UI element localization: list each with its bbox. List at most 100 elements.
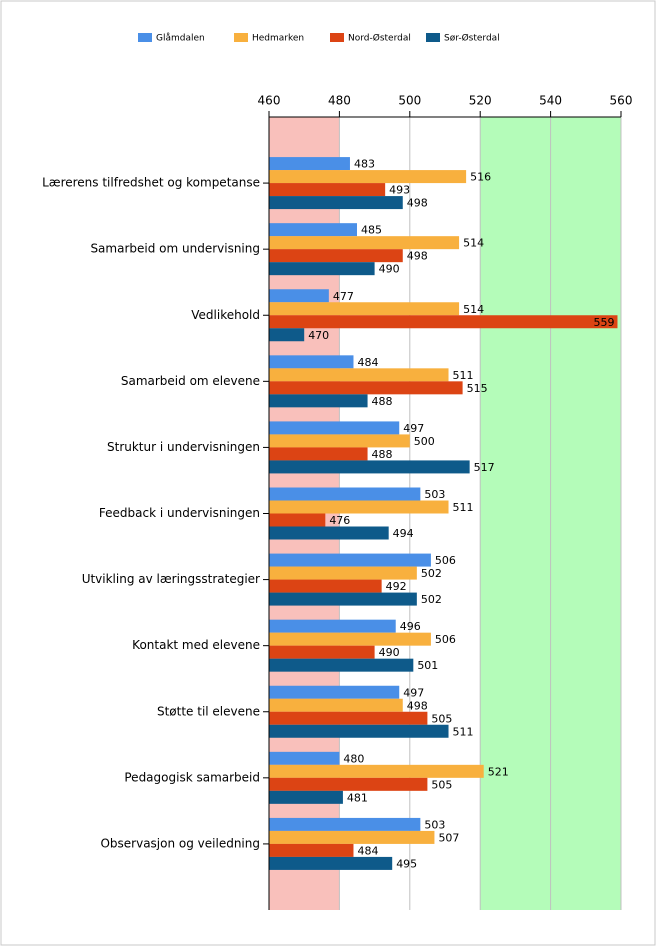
bar <box>269 566 417 580</box>
value-label: 501 <box>417 659 438 672</box>
x-tick-label: 520 <box>469 94 492 108</box>
legend-label: Nord-Østerdal <box>348 33 411 44</box>
bar <box>269 487 421 501</box>
bar <box>269 777 428 791</box>
value-label: 514 <box>463 237 484 250</box>
x-tick-label: 500 <box>398 94 421 108</box>
value-label: 485 <box>361 224 382 237</box>
value-label: 521 <box>488 765 509 778</box>
value-label: 484 <box>357 844 378 857</box>
x-tick-label: 480 <box>328 94 351 108</box>
bar <box>269 262 375 276</box>
value-label: 497 <box>403 422 424 435</box>
bar <box>269 289 329 303</box>
value-label: 514 <box>463 303 484 316</box>
value-label: 498 <box>407 699 428 712</box>
y-tick-label: Pedagogisk samarbeid <box>124 770 260 784</box>
bar <box>269 434 410 448</box>
y-tick-label: Lærerens tilfredshet og kompetanse <box>42 176 260 190</box>
value-label: 517 <box>474 461 495 474</box>
value-label: 493 <box>389 184 410 197</box>
value-label: 477 <box>333 290 354 303</box>
bar <box>269 645 375 659</box>
bar <box>269 553 431 567</box>
bar <box>269 592 417 606</box>
legend-label: Hedmarken <box>252 34 304 44</box>
value-label: 498 <box>407 197 428 210</box>
value-label: 505 <box>431 778 452 791</box>
value-label: 488 <box>372 448 393 461</box>
bar <box>269 632 431 646</box>
y-tick-label: Samarbeid om undervisning <box>90 242 260 256</box>
bar <box>269 394 368 408</box>
bar <box>269 658 414 672</box>
bar <box>269 764 484 778</box>
legend-swatch <box>234 33 248 42</box>
value-label: 502 <box>421 567 442 580</box>
value-label: 480 <box>343 752 364 765</box>
value-label: 498 <box>407 250 428 263</box>
value-label: 515 <box>467 382 488 395</box>
value-label: 488 <box>372 395 393 408</box>
bar <box>269 500 449 514</box>
y-tick-label: Kontakt med elevene <box>132 638 260 652</box>
bar <box>269 157 350 171</box>
bar <box>269 421 400 435</box>
value-label: 503 <box>424 818 445 831</box>
bar <box>269 579 382 593</box>
value-label: 503 <box>424 488 445 501</box>
bar <box>269 724 449 738</box>
bar <box>269 751 340 765</box>
legend-label: Glåmdalen <box>156 33 205 44</box>
value-label: 490 <box>379 263 400 276</box>
x-tick-label: 460 <box>258 94 281 108</box>
value-label: 496 <box>400 620 421 633</box>
value-label: 492 <box>386 580 407 593</box>
bar <box>269 368 449 382</box>
value-label: 507 <box>438 831 459 844</box>
bar <box>269 447 368 461</box>
bar <box>269 856 393 870</box>
value-label: 490 <box>379 646 400 659</box>
value-label: 476 <box>329 514 350 527</box>
bar <box>269 170 467 184</box>
legend-swatch <box>330 33 344 42</box>
value-label: 483 <box>354 158 375 171</box>
bar <box>269 196 403 210</box>
bar <box>269 183 386 197</box>
value-label: 511 <box>453 725 474 738</box>
value-label: 470 <box>308 329 329 342</box>
bar <box>269 830 435 844</box>
y-tick-label: Observasjon og veiledning <box>100 836 260 850</box>
bar <box>269 460 470 474</box>
y-tick-label: Utvikling av læringsstrategier <box>82 572 260 586</box>
value-label: 481 <box>347 791 368 804</box>
bar <box>269 236 460 250</box>
bar <box>269 698 403 712</box>
bar <box>269 223 357 237</box>
bar <box>269 619 396 633</box>
x-tick-label: 560 <box>610 94 633 108</box>
legend-label: Sør-Østerdal <box>444 33 500 44</box>
y-tick-label: Feedback i undervisningen <box>99 506 260 520</box>
bar <box>269 790 343 804</box>
x-tick-label: 540 <box>539 94 562 108</box>
value-label: 494 <box>393 527 414 540</box>
value-label: 500 <box>414 435 435 448</box>
legend-swatch <box>426 33 440 42</box>
bar <box>269 381 463 395</box>
bar <box>269 355 354 369</box>
bar <box>269 526 389 540</box>
bar <box>269 685 400 699</box>
value-label: 502 <box>421 593 442 606</box>
value-label: 559 <box>593 316 614 329</box>
value-label: 495 <box>396 857 417 870</box>
bar <box>269 328 305 342</box>
legend-swatch <box>138 33 152 42</box>
value-label: 506 <box>435 554 456 567</box>
bar <box>269 817 421 831</box>
bar <box>269 302 460 316</box>
value-label: 484 <box>357 356 378 369</box>
value-label: 511 <box>453 501 474 514</box>
